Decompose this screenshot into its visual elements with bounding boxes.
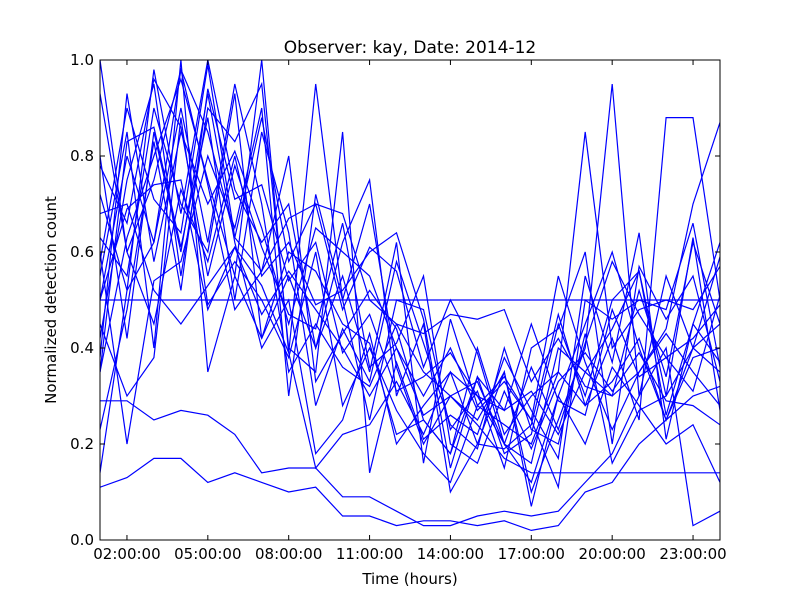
series-line-5 [100,60,720,507]
series-line-8 [100,60,720,455]
y-tick-label: 0.8 [70,147,94,165]
series-line-2 [100,346,720,527]
x-tick-label: 11:00:00 [336,545,403,563]
x-tick-label: 14:00:00 [417,545,484,563]
x-axis-label: Time (hours) [361,570,457,588]
tick-layer: 02:00:00 05:00:00 08:00:00 11:00:00 14:00:00… [70,51,727,563]
series-line-10 [100,60,720,464]
series-line-18 [100,117,720,465]
series-line-12 [100,122,720,465]
series-line-13 [100,93,720,455]
y-tick-label: 0.2 [70,435,94,453]
series-line-17 [100,117,720,490]
series-line-15 [100,83,720,397]
y-tick-label: 0.0 [70,531,94,549]
y-tick-label: 1.0 [70,51,94,69]
chart-title: Observer: kay, Date: 2014-12 [284,38,536,58]
series-line-11 [100,107,720,471]
plot-frame [99,59,721,541]
series-layer [100,60,720,532]
series-line-20 [100,64,720,446]
series-line-1 [100,385,720,532]
series-line-21 [100,88,720,436]
x-tick-label: 23:00:00 [659,545,726,563]
series-line-22 [100,77,720,465]
x-tick-label: 20:00:00 [578,545,645,563]
x-tick-label: 08:00:00 [255,545,322,563]
series-line-14 [100,93,720,432]
y-tick-label: 0.6 [70,243,94,261]
y-axis-label: Normalized detection count [42,196,60,404]
x-tick-label: 17:00:00 [498,545,565,563]
y-tick-label: 0.4 [70,339,94,357]
x-tick-label: 05:00:00 [174,545,241,563]
series-line-19 [100,203,720,470]
x-tick-label: 02:00:00 [93,545,160,563]
